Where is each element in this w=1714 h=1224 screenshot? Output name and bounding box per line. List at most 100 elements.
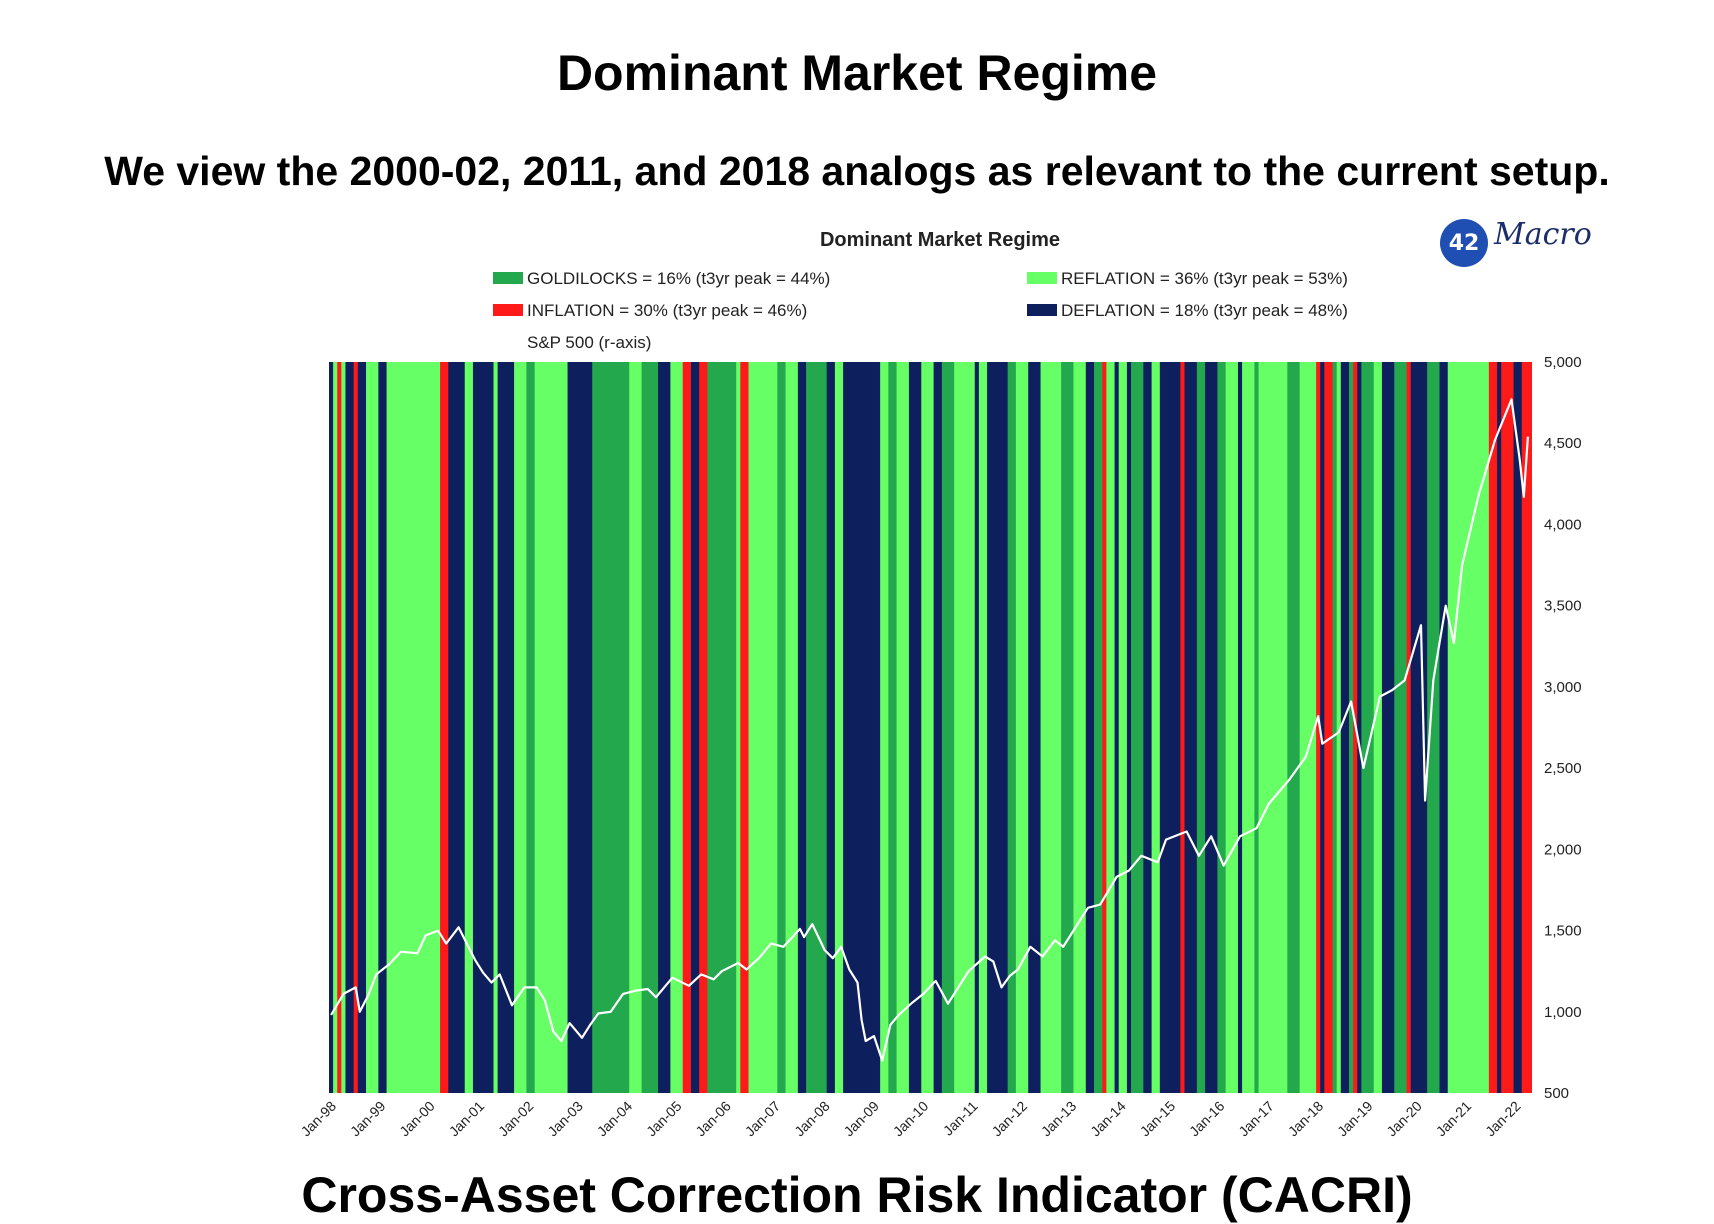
regime-band [526, 362, 536, 1093]
regime-band [974, 362, 980, 1093]
slide-subtitle: We view the 2000-02, 2011, and 2018 anal… [104, 148, 1610, 194]
x-tick-label: Jan-18 [1285, 1098, 1327, 1140]
x-tick-label: Jan-08 [791, 1098, 833, 1140]
regime-band [1324, 362, 1333, 1093]
regime-band [1381, 362, 1395, 1093]
regime-band [464, 362, 474, 1093]
regime-band [1237, 362, 1243, 1093]
sp500-line [330, 398, 1529, 1062]
regime-chart: Dominant Market Regime GOLDILOCKS = 16% … [298, 229, 1582, 1140]
regime-band [1205, 362, 1218, 1093]
regime-band [1126, 362, 1132, 1093]
regime-band [333, 362, 338, 1093]
next-section-title: Cross-Asset Correction Risk Indicator (C… [301, 1167, 1413, 1223]
regime-band [896, 362, 910, 1093]
regime-band [658, 362, 671, 1093]
y-tick-label: 2,500 [1544, 760, 1582, 777]
x-tick-label: Jan-21 [1433, 1098, 1475, 1140]
x-tick-label: Jan-06 [692, 1098, 734, 1140]
y-tick-label: 1,500 [1544, 923, 1582, 940]
x-tick-label: Jan-04 [594, 1098, 636, 1140]
regime-band [1394, 362, 1408, 1093]
regime-band [629, 362, 642, 1093]
chart-title: Dominant Market Regime [820, 229, 1060, 251]
regime-band [670, 362, 684, 1093]
regime-band [386, 362, 441, 1093]
y-tick-label: 5,000 [1544, 354, 1582, 371]
brand-logo: 42 Macro [1440, 215, 1610, 271]
legend-label-inflation: INFLATION = 30% (t3yr peak = 46%) [527, 301, 807, 320]
regime-band [440, 362, 449, 1093]
regime-band [1439, 362, 1449, 1093]
regime-band [1015, 362, 1029, 1093]
x-tick-label: Jan-99 [347, 1098, 389, 1140]
y-tick-label: 1,000 [1544, 1004, 1582, 1021]
x-tick-label: Jan-10 [890, 1098, 932, 1140]
regime-band [682, 362, 692, 1093]
regime-band [341, 362, 346, 1093]
legend-label-goldilocks: GOLDILOCKS = 16% (t3yr peak = 44%) [527, 269, 830, 288]
regime-band [908, 362, 922, 1093]
x-tick-label: Jan-00 [396, 1098, 438, 1140]
regime-band [514, 362, 527, 1093]
regime-band [329, 362, 334, 1093]
y-tick-label: 2,000 [1544, 841, 1582, 858]
regime-band [690, 362, 700, 1093]
regime-band [472, 362, 494, 1093]
regime-band [1196, 362, 1206, 1093]
regime-band [1373, 362, 1383, 1093]
regime-band [1106, 362, 1115, 1093]
regime-band [987, 362, 1009, 1093]
regime-band [1406, 362, 1412, 1093]
regime-band [1094, 362, 1103, 1093]
regime-band [1143, 362, 1153, 1093]
x-axis-ticks: Jan-98 Jan-99 Jan-00 Jan-01 Jan-02 Jan-03 Jan-… [298, 1098, 1524, 1140]
regime-band [707, 362, 737, 1093]
regime-band [357, 362, 367, 1093]
regime-band [1488, 362, 1498, 1093]
regime-band [1258, 362, 1288, 1093]
regime-band [1040, 362, 1062, 1093]
x-tick-label: Jan-22 [1482, 1098, 1524, 1140]
regime-band [641, 362, 659, 1093]
x-tick-label: Jan-09 [840, 1098, 882, 1140]
x-tick-label: Jan-03 [544, 1098, 586, 1140]
regime-band [1159, 362, 1181, 1093]
x-tick-label: Jan-19 [1334, 1098, 1376, 1140]
regime-band [954, 362, 976, 1093]
regime-band [1497, 362, 1502, 1093]
regime-band [1131, 362, 1144, 1093]
regime-band [699, 362, 708, 1093]
legend-label-reflation: REFLATION = 36% (t3yr peak = 53%) [1061, 269, 1348, 288]
x-tick-label: Jan-20 [1383, 1098, 1425, 1140]
regime-band [806, 362, 828, 1093]
x-tick-label: Jan-11 [940, 1098, 981, 1139]
regime-band [345, 362, 355, 1093]
regime-band [1028, 362, 1041, 1093]
x-tick-label: Jan-17 [1235, 1098, 1277, 1140]
x-tick-label: Jan-01 [446, 1098, 488, 1140]
regime-band [1316, 362, 1321, 1093]
regime-band [1180, 362, 1185, 1093]
x-tick-label: Jan-05 [643, 1098, 685, 1140]
legend-swatch-goldilocks [493, 272, 523, 284]
regime-band [1118, 362, 1128, 1093]
legend-swatch-reflation [1027, 272, 1057, 284]
regime-band [736, 362, 741, 1093]
regime-band [353, 362, 359, 1093]
regime-band [592, 362, 630, 1093]
regime-band [1061, 362, 1074, 1093]
y-tick-label: 4,000 [1544, 516, 1582, 533]
legend-label-sp500: S&P 500 (r-axis) [527, 333, 651, 352]
regime-band [448, 362, 466, 1093]
regime-band [933, 362, 943, 1093]
regime-band [1287, 362, 1301, 1093]
regime-band [534, 362, 568, 1093]
regime-band [1501, 362, 1514, 1093]
regime-band [1349, 362, 1354, 1093]
x-tick-label: Jan-13 [1038, 1098, 1080, 1140]
regime-band [740, 362, 749, 1093]
regime-band [366, 362, 379, 1093]
legend-label-deflation: DEFLATION = 18% (t3yr peak = 48%) [1061, 301, 1348, 320]
regime-band [1114, 362, 1120, 1093]
